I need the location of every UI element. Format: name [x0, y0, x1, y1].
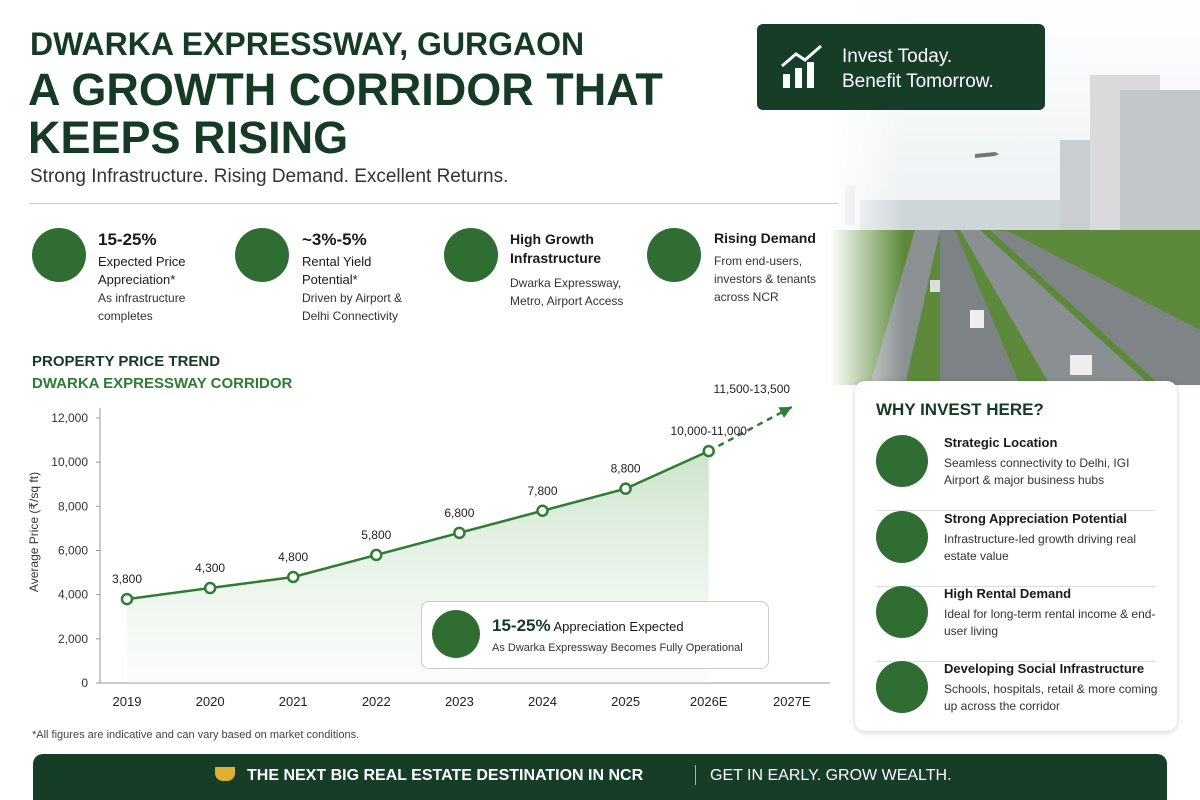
badge: Invest Today. Benefit Tomorrow.	[757, 24, 1045, 110]
callout: 15-25% Appreciation Expected As Dwarka E…	[421, 601, 769, 669]
header-title: DWARKA EXPRESSWAY, GURGAON	[30, 26, 585, 62]
stat-icon	[235, 228, 289, 282]
stat-subtitle: Expected Price Appreciation*	[98, 254, 186, 287]
stat-detail: Driven by Airport & Delhi Connectivity	[302, 291, 403, 323]
stat-icon	[32, 228, 86, 282]
point	[203, 581, 217, 595]
footer-left: THE NEXT BIG REAL ESTATE DESTINATION IN …	[247, 767, 644, 784]
value-label: 8,800	[611, 462, 641, 476]
stat: 15-25% Expected Price Appreciation* As inf…	[98, 230, 223, 325]
x-tick-label: 2026E	[690, 694, 728, 709]
point	[453, 526, 466, 540]
why-item: High Rental Demand Ideal for long-term re…	[876, 586, 1156, 662]
x-tick-label: 2024	[528, 694, 557, 709]
why-item: Strong Appreciation Potential Infrastruct…	[876, 511, 1156, 587]
x-tick-label: 2023	[445, 694, 474, 709]
y-tick-label: 2,000	[58, 632, 88, 646]
x-tick-label: 2025	[611, 694, 640, 709]
tagline: Strong Infrastructure. Rising Demand. Ex…	[30, 166, 509, 187]
x-tick-label: 2022	[362, 694, 391, 709]
value-label: 6,800	[444, 506, 474, 520]
stat-icon	[647, 228, 701, 282]
point	[286, 570, 300, 584]
headline-line: A GROWTH CORRIDOR THAT	[28, 64, 663, 115]
value-label: 7,800	[527, 484, 557, 498]
stat: High Growth Infrastructure Dwarka Express…	[510, 230, 638, 310]
why-title: WHY INVEST HERE?	[876, 400, 1044, 419]
stat-subtitle: Rental Yield Potential*	[302, 254, 372, 287]
growth-icon	[781, 44, 822, 88]
y-tick-label: 6,000	[58, 544, 88, 558]
point	[619, 482, 632, 495]
why-item-text: Ideal for long-term rental income & end-…	[944, 607, 1156, 638]
why-item-title: Developing Social Infrastructure	[944, 661, 1145, 676]
value-label: 5,800	[361, 528, 391, 542]
value-label: 3,800	[112, 572, 142, 586]
callout-text: Appreciation Expected	[553, 619, 684, 634]
why-item-title: Strong Appreciation Potential	[944, 511, 1127, 526]
callout-subtext: As Dwarka Expressway Becomes Fully Opera…	[492, 642, 743, 654]
headline: A GROWTH CORRIDOR THAT KEEPS RISING	[28, 66, 663, 162]
line	[126, 449, 710, 601]
y-tick-label: 4,000	[58, 588, 88, 602]
chart-subtitle: DWARKA EXPRESSWAY CORRIDOR	[32, 375, 292, 392]
stat: ~3%-5% Rental Yield Potential* Driven by A…	[302, 230, 427, 325]
stat-detail: From end-users, investors & tenants acro…	[714, 254, 817, 304]
why-item: Developing Social Infrastructure Schools,…	[876, 661, 1158, 736]
why-item-text: Schools, hospitals, retail & more coming…	[944, 682, 1158, 713]
divider	[30, 203, 838, 204]
x-tick-label: 2019	[113, 694, 142, 709]
chart-title: PROPERTY PRICE TREND	[32, 353, 220, 370]
stat: Rising Demand From end-users, investors &…	[714, 230, 834, 306]
value-label: 4,300	[195, 561, 225, 575]
footnote: *All figures are indicative and can vary…	[32, 729, 360, 741]
why-item-text: Infrastructure-led growth driving real e…	[944, 532, 1137, 563]
stat-title: High Growth Infrastructure	[510, 231, 602, 266]
x-tick-label: 2027E	[773, 694, 811, 709]
value-label: 10,000-11,000	[670, 424, 747, 438]
callout-highlight: 15-25%	[492, 616, 551, 635]
stat-title: Rising Demand	[714, 230, 816, 246]
stat-detail: As infrastructure completes	[98, 291, 186, 323]
stat-icon	[444, 228, 498, 282]
y-axis-label: Average Price (₹/sq ft)	[27, 472, 41, 592]
why-item: Strategic Location Seamless connectivity …	[876, 435, 1156, 511]
x-tick-label: 2021	[279, 694, 308, 709]
point	[370, 548, 383, 562]
footer: THE NEXT BIG REAL ESTATE DESTINATION IN …	[33, 754, 1167, 800]
point	[536, 504, 549, 517]
y-tick-label: 0	[81, 676, 88, 690]
footer-divider	[695, 765, 696, 785]
callout-icon	[432, 610, 480, 658]
y-tick-label: 10,000	[51, 455, 88, 469]
projection-arrow	[778, 406, 792, 418]
value-label: 11,500-13,500	[714, 382, 791, 396]
footer-right: GET IN EARLY. GROW WEALTH.	[710, 767, 952, 784]
y-tick-label: 8,000	[58, 499, 88, 513]
why-item-title: Strategic Location	[944, 435, 1058, 450]
stat-title: ~3%-5%	[302, 230, 367, 249]
trophy-icon	[215, 767, 235, 781]
y-tick-label: 12,000	[51, 411, 88, 425]
headline-line: KEEPS RISING	[28, 112, 349, 163]
stat-detail: Dwarka Expressway, Metro, Airport Access	[510, 276, 624, 308]
why-item-title: High Rental Demand	[944, 586, 1072, 601]
badge-line: Benefit Tomorrow.	[842, 71, 994, 92]
point	[120, 592, 134, 606]
badge-line: Invest Today.	[842, 46, 953, 67]
x-tick-label: 2020	[196, 694, 225, 709]
stat-title: 15-25%	[98, 230, 157, 249]
value-label: 4,800	[278, 550, 308, 564]
why-item-text: Seamless connectivity to Delhi, IGI Airp…	[944, 456, 1130, 487]
point	[702, 444, 715, 458]
projection-line	[708, 405, 793, 453]
